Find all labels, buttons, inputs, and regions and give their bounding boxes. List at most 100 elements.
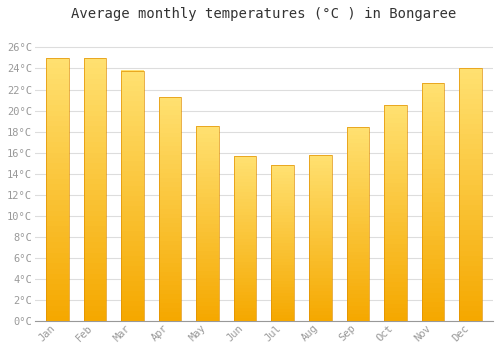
Bar: [234, 275, 256, 278]
Bar: [234, 215, 256, 219]
Bar: [346, 131, 369, 135]
Bar: [158, 182, 181, 187]
Bar: [309, 185, 332, 188]
Bar: [309, 298, 332, 301]
Bar: [422, 293, 444, 297]
Bar: [158, 317, 181, 321]
Bar: [84, 84, 106, 90]
Bar: [234, 189, 256, 192]
Bar: [346, 302, 369, 306]
Bar: [346, 279, 369, 282]
Bar: [158, 290, 181, 294]
Bar: [121, 176, 144, 181]
Bar: [84, 216, 106, 221]
Bar: [196, 126, 219, 321]
Bar: [422, 164, 444, 169]
Bar: [46, 195, 68, 200]
Bar: [234, 229, 256, 232]
Bar: [459, 256, 482, 261]
Bar: [158, 200, 181, 205]
Bar: [422, 202, 444, 207]
Bar: [46, 221, 68, 226]
Bar: [234, 166, 256, 169]
Bar: [234, 268, 256, 272]
Bar: [272, 296, 294, 300]
Bar: [234, 169, 256, 173]
Bar: [384, 127, 406, 131]
Bar: [346, 314, 369, 317]
Bar: [84, 158, 106, 163]
Bar: [384, 114, 406, 118]
Bar: [384, 261, 406, 265]
Bar: [272, 187, 294, 190]
Bar: [384, 178, 406, 183]
Bar: [84, 126, 106, 132]
Bar: [84, 268, 106, 274]
Bar: [384, 170, 406, 174]
Bar: [158, 97, 181, 101]
Bar: [384, 191, 406, 196]
Bar: [422, 102, 444, 107]
Bar: [196, 228, 219, 232]
Bar: [158, 187, 181, 191]
Bar: [459, 154, 482, 160]
Bar: [422, 264, 444, 269]
Bar: [422, 178, 444, 183]
Bar: [196, 142, 219, 146]
Bar: [121, 256, 144, 261]
Bar: [196, 309, 219, 314]
Bar: [121, 181, 144, 186]
Bar: [46, 132, 68, 137]
Bar: [309, 155, 332, 158]
Bar: [121, 85, 144, 91]
Bar: [46, 289, 68, 295]
Bar: [346, 240, 369, 244]
Bar: [384, 187, 406, 192]
Bar: [272, 259, 294, 262]
Bar: [196, 204, 219, 208]
Bar: [84, 58, 106, 321]
Bar: [121, 76, 144, 80]
Bar: [196, 212, 219, 216]
Bar: [196, 169, 219, 173]
Bar: [459, 74, 482, 78]
Bar: [422, 269, 444, 274]
Bar: [384, 144, 406, 148]
Bar: [346, 139, 369, 143]
Bar: [459, 235, 482, 240]
Bar: [384, 291, 406, 295]
Bar: [309, 241, 332, 245]
Bar: [346, 267, 369, 271]
Bar: [384, 287, 406, 291]
Bar: [121, 146, 144, 151]
Bar: [272, 278, 294, 281]
Bar: [272, 234, 294, 237]
Bar: [384, 270, 406, 274]
Bar: [234, 156, 256, 321]
Bar: [272, 256, 294, 259]
Bar: [196, 185, 219, 189]
Bar: [234, 308, 256, 312]
Bar: [121, 306, 144, 311]
Bar: [384, 282, 406, 287]
Bar: [459, 245, 482, 251]
Bar: [84, 179, 106, 184]
Bar: [422, 240, 444, 245]
Bar: [459, 260, 482, 266]
Bar: [346, 236, 369, 240]
Bar: [346, 275, 369, 279]
Bar: [121, 301, 144, 306]
Bar: [84, 295, 106, 300]
Bar: [234, 301, 256, 305]
Bar: [384, 161, 406, 166]
Bar: [121, 216, 144, 221]
Bar: [121, 141, 144, 146]
Bar: [46, 316, 68, 321]
Bar: [46, 153, 68, 158]
Bar: [459, 240, 482, 245]
Bar: [346, 290, 369, 294]
Bar: [121, 100, 144, 106]
Bar: [272, 306, 294, 309]
Bar: [46, 94, 68, 100]
Bar: [459, 144, 482, 149]
